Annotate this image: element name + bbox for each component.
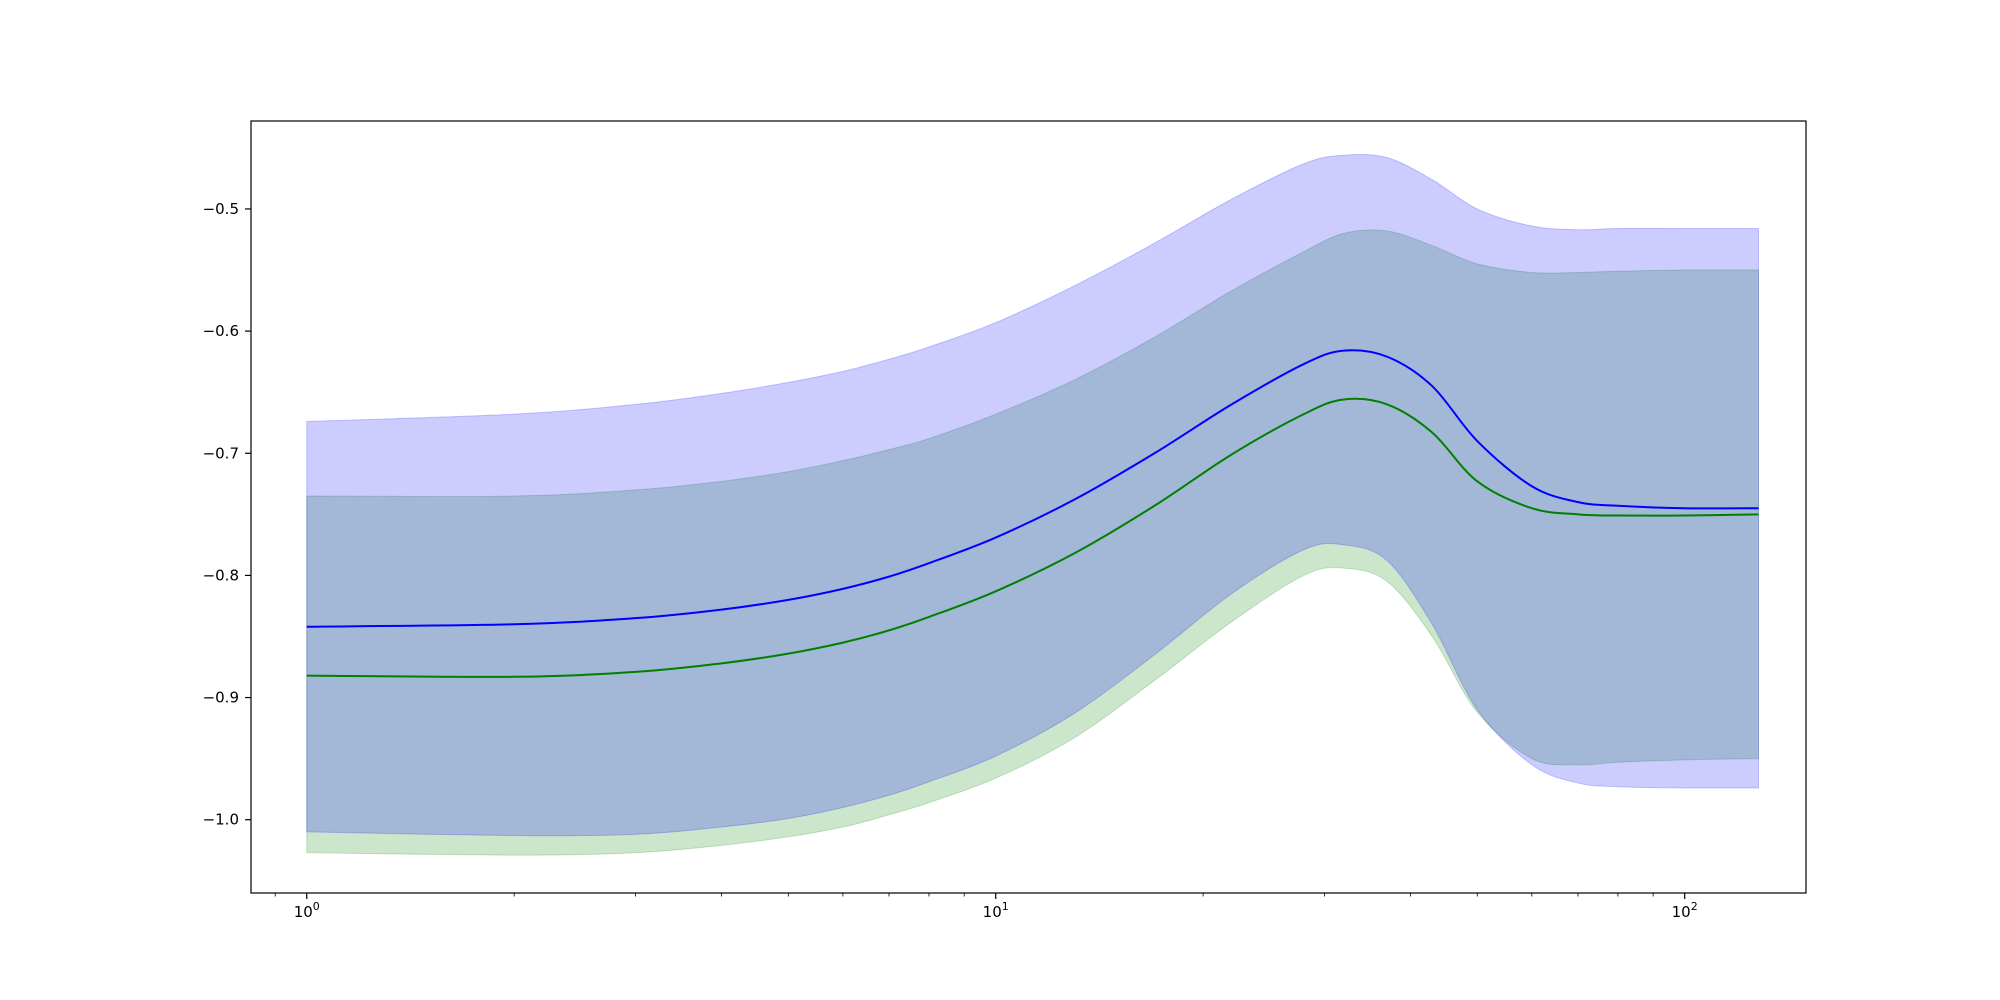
x-tick-label: 100 (294, 900, 320, 921)
y-tick-label: −0.6 (203, 322, 239, 340)
confidence-bands (306, 153, 1760, 856)
y-tick-label: −0.5 (203, 200, 239, 218)
y-axis: −0.5 −0.6 −0.7 −0.8 −0.9 −1.0 (203, 200, 251, 829)
plot-frame (250, 120, 1807, 894)
line-series-2 (306, 397, 1759, 678)
band-series-1 (306, 153, 1760, 837)
series-lines (306, 349, 1759, 678)
x-axis: 100 101 102 (274, 893, 1698, 921)
band-series-2 (306, 229, 1760, 856)
y-tick-label: −0.9 (203, 689, 239, 707)
y-tick-label: −0.7 (203, 444, 239, 462)
y-tick-label: −0.8 (203, 566, 239, 584)
line-series-1 (306, 349, 1759, 628)
y-tick-label: −1.0 (203, 811, 239, 829)
x-tick-label: 101 (983, 900, 1009, 921)
x-tick-label: 102 (1672, 900, 1698, 921)
